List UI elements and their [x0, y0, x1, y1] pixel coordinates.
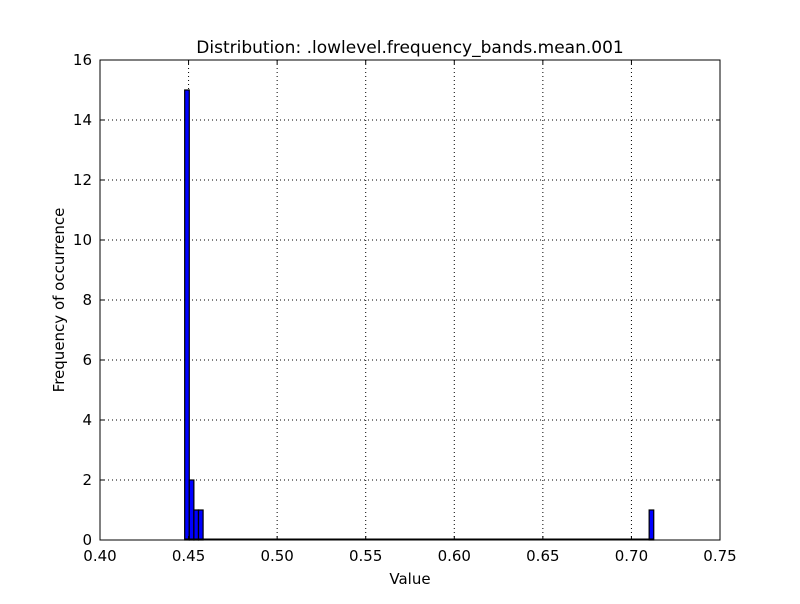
y-tick-label: 16	[73, 51, 92, 69]
y-tick-label: 8	[82, 291, 92, 309]
y-tick-label: 4	[82, 411, 92, 429]
x-tick-label: 0.50	[260, 547, 293, 565]
y-axis-label: Frequency of occurrence	[50, 208, 68, 393]
histogram-bars	[184, 89, 655, 541]
histogram-bar	[193, 509, 200, 541]
histogram-bar	[648, 509, 655, 541]
histogram-bar	[197, 509, 204, 541]
x-tick-label: 0.55	[349, 547, 382, 565]
y-tick-label: 0	[82, 531, 92, 549]
y-axis-tick-labels: 0 2 4 6 8 10 12 14 16	[73, 51, 92, 549]
x-tick-label: 0.60	[438, 547, 471, 565]
y-tick-label: 6	[82, 351, 92, 369]
y-tick-label: 14	[73, 111, 92, 129]
x-tick-label: 0.75	[703, 547, 736, 565]
histogram-bar	[188, 479, 195, 541]
histogram-bar	[184, 89, 190, 541]
axis-ticks	[99, 59, 721, 541]
x-tick-label: 0.45	[172, 547, 205, 565]
y-tick-label: 12	[73, 171, 92, 189]
x-tick-label: 0.70	[615, 547, 648, 565]
y-tick-label: 2	[82, 471, 92, 489]
y-tick-label: 10	[73, 231, 92, 249]
x-tick-label: 0.65	[526, 547, 559, 565]
chart-title: Distribution: .lowlevel.frequency_bands.…	[196, 38, 623, 58]
x-axis-tick-labels: 0.40 0.45 0.50 0.55 0.60 0.65 0.70 0.75	[83, 547, 736, 565]
x-tick-label: 0.40	[83, 547, 116, 565]
x-axis-label: Value	[389, 570, 430, 588]
grid-lines	[100, 60, 720, 540]
